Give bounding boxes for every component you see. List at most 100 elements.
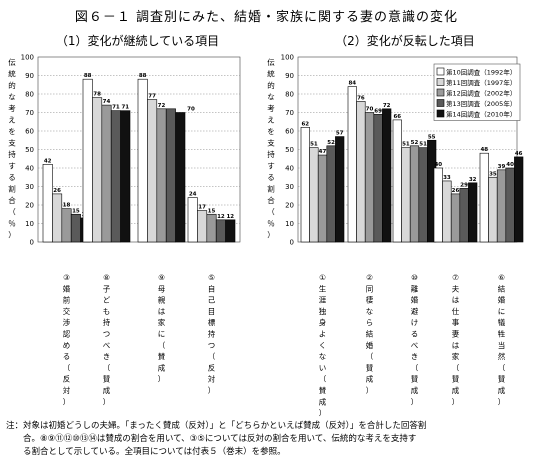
- svg-text:結: 結: [498, 283, 506, 293]
- right-data-label: 26: [452, 188, 460, 194]
- right-data-label: 39: [498, 164, 506, 170]
- right-bar-2-2: [409, 145, 420, 243]
- right-y-tick-label: 50: [285, 146, 294, 154]
- right-data-label: 51: [402, 142, 410, 148]
- left-extra-data-label: 70: [187, 107, 195, 113]
- svg-text:）: ）: [319, 409, 327, 418]
- left-y-tick-label: 80: [25, 91, 34, 99]
- svg-text:え: え: [267, 116, 275, 125]
- right-data-label: 72: [383, 103, 391, 109]
- right-bar-0-0: [300, 127, 310, 243]
- legend-swatch: [436, 88, 445, 97]
- svg-text:き: き: [411, 352, 419, 361]
- left-bar-0-1: [52, 193, 63, 243]
- svg-text:す: す: [267, 162, 275, 171]
- svg-text:合: 合: [8, 195, 16, 205]
- svg-text:に: に: [158, 330, 166, 339]
- svg-text:家: 家: [452, 351, 460, 361]
- svg-text:（: （: [158, 341, 166, 350]
- left-bar-2-4: [175, 112, 186, 243]
- left-bar-3-1: [197, 210, 208, 243]
- svg-text:標: 標: [208, 317, 216, 327]
- right-data-label: 76: [357, 95, 365, 101]
- svg-text:え: え: [8, 116, 16, 125]
- left-data-label: 88: [84, 73, 92, 79]
- svg-text:賛: 賛: [158, 351, 166, 361]
- svg-text:（: （: [208, 352, 216, 361]
- svg-text:仕: 仕: [452, 306, 460, 316]
- svg-text:（: （: [366, 352, 374, 361]
- svg-text:⑨: ⑨: [158, 273, 165, 282]
- right-bar-1-4: [382, 108, 392, 243]
- svg-text:婚: 婚: [63, 283, 71, 293]
- left-bar-3-3: [215, 219, 226, 243]
- left-data-label: 74: [103, 99, 111, 105]
- svg-text:（: （: [103, 363, 111, 372]
- right-data-label: 48: [480, 147, 488, 153]
- footnote-line-3: る割合として示している。全項目については付表５（巻末）を参照。: [23, 447, 286, 457]
- left-y-tick-label: 90: [25, 72, 34, 80]
- svg-text:な: な: [366, 307, 374, 316]
- svg-text:的: 的: [8, 80, 16, 90]
- svg-text:く: く: [319, 341, 327, 350]
- svg-text:成: 成: [319, 396, 327, 406]
- svg-text:統: 統: [267, 69, 275, 79]
- legend-entry: 第13回調査（2005年）: [446, 99, 516, 108]
- svg-text:前: 前: [63, 295, 71, 305]
- right-y-tick-label: 90: [285, 72, 294, 80]
- right-bar-3-3: [459, 188, 469, 243]
- right-bar-1-3: [373, 114, 383, 243]
- svg-text:つ: つ: [103, 330, 111, 339]
- left-bar-3-4: [225, 219, 236, 243]
- svg-text:な: な: [267, 93, 275, 102]
- svg-text:婚: 婚: [366, 340, 374, 350]
- left-data-label: 12: [217, 214, 225, 220]
- svg-text:母: 母: [158, 284, 166, 293]
- left-bar-1-2: [101, 104, 112, 243]
- svg-text:）: ）: [267, 231, 275, 240]
- svg-text:伝: 伝: [267, 57, 275, 67]
- svg-text:賛: 賛: [103, 374, 111, 384]
- svg-text:る: る: [411, 330, 419, 339]
- svg-text:己: 己: [208, 296, 216, 305]
- svg-text:な: な: [319, 352, 327, 361]
- svg-text:も: も: [103, 307, 111, 316]
- right-y-tick-label: 40: [285, 165, 294, 173]
- svg-text:避: 避: [411, 306, 419, 316]
- legend-swatch: [436, 99, 445, 107]
- footnote: 注：対象は初婚どうしの夫婦。「まったく賛成（反対）」と「どちらかといえば賛成（反…: [6, 420, 526, 459]
- right-data-label: 35: [489, 171, 497, 177]
- right-bar-3-4: [468, 182, 478, 243]
- left-data-label: 18: [63, 203, 71, 209]
- svg-text:賛: 賛: [498, 374, 506, 384]
- legend-swatch: [436, 67, 445, 76]
- svg-text:（: （: [498, 363, 506, 372]
- right-bar-2-1: [401, 147, 411, 243]
- right-bar-3-2: [450, 193, 461, 243]
- right-data-label: 29: [460, 182, 468, 188]
- svg-text:⑥: ⑥: [498, 273, 505, 282]
- right-data-label: 40: [434, 162, 442, 168]
- svg-text:統: 統: [8, 69, 16, 79]
- svg-text:考: 考: [8, 104, 16, 113]
- left-y-tick-label: 0: [30, 239, 34, 247]
- svg-text:）: ）: [208, 386, 216, 395]
- svg-text:犠: 犠: [498, 317, 506, 327]
- right-data-label: 66: [393, 114, 401, 120]
- svg-text:支: 支: [8, 138, 16, 148]
- svg-text:伝: 伝: [8, 57, 16, 67]
- left-data-label: 88: [139, 73, 147, 79]
- svg-text:ら: ら: [366, 318, 374, 327]
- svg-text:）: ）: [63, 397, 71, 406]
- left-data-label: 24: [189, 192, 197, 198]
- svg-text:支: 支: [267, 138, 275, 148]
- svg-text:よ: よ: [319, 330, 327, 339]
- right-y-tick-label: 80: [285, 91, 294, 99]
- right-data-label: 47: [319, 149, 327, 155]
- svg-text:い: い: [319, 363, 327, 372]
- svg-text:は: は: [158, 307, 166, 316]
